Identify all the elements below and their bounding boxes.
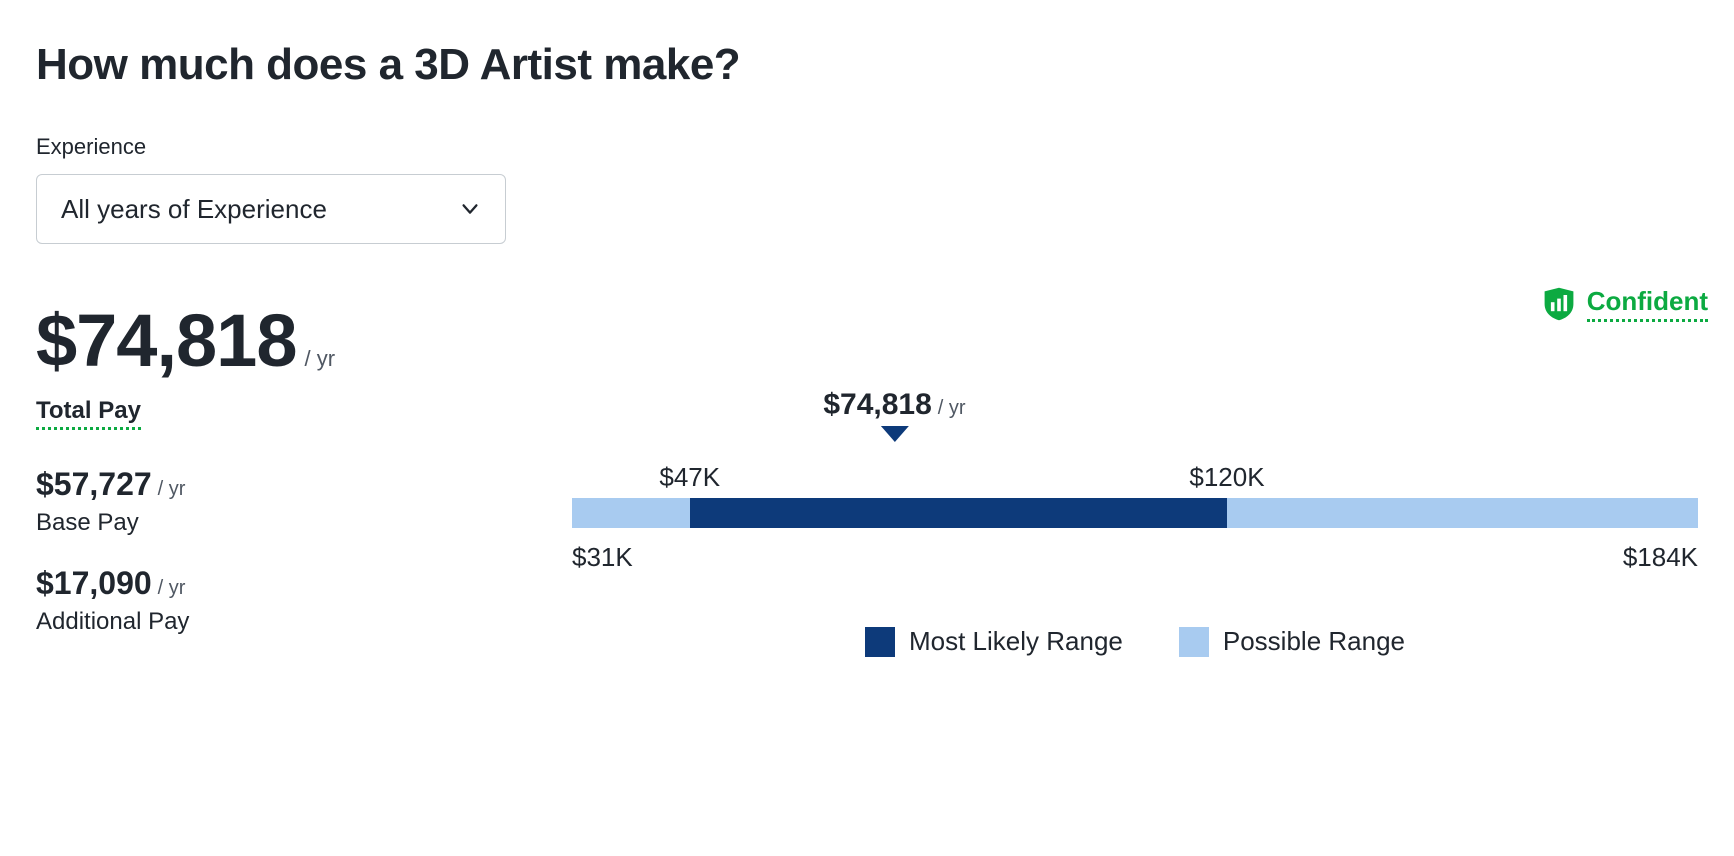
possible-min-label: $31K — [572, 542, 633, 573]
possible-max-label: $184K — [1623, 542, 1698, 573]
additional-pay-per: / yr — [158, 577, 186, 600]
legend-item-possible: Possible Range — [1179, 626, 1405, 657]
range-bar-likely — [690, 498, 1227, 528]
page-title: How much does a 3D Artist make? — [36, 40, 1698, 90]
chart-legend: Most Likely Range Possible Range — [572, 626, 1698, 657]
legend-swatch-likely — [865, 627, 895, 657]
total-pay-per: / yr — [305, 346, 336, 372]
experience-filter-label: Experience — [36, 134, 1698, 160]
chevron-down-icon — [459, 198, 481, 220]
legend-label-likely: Most Likely Range — [909, 626, 1123, 657]
confidence-badge[interactable]: Confident — [1541, 286, 1708, 322]
legend-item-likely: Most Likely Range — [865, 626, 1123, 657]
total-pay-amount: $74,818 — [36, 298, 297, 383]
likely-min-label: $47K — [659, 462, 720, 493]
likely-max-label: $120K — [1189, 462, 1264, 493]
confidence-shield-icon — [1541, 286, 1577, 322]
chart-marker: $74,818 / yr — [823, 388, 965, 442]
base-pay-label: Base Pay — [36, 509, 572, 537]
experience-select-value: All years of Experience — [61, 194, 327, 225]
base-pay-per: / yr — [158, 478, 186, 501]
chart-marker-amount: $74,818 — [823, 388, 931, 422]
chart-marker-per: / yr — [938, 397, 966, 420]
salary-range-chart: $74,818 / yr $47K $120K $31K $184K — [572, 462, 1698, 657]
confidence-label: Confident — [1587, 286, 1708, 322]
total-pay-label[interactable]: Total Pay — [36, 397, 141, 430]
additional-pay-amount: $17,090 — [36, 565, 152, 602]
chart-marker-triangle-icon — [880, 426, 908, 442]
experience-select[interactable]: All years of Experience — [36, 174, 506, 244]
additional-pay-label: Additional Pay — [36, 608, 572, 636]
range-bar-possible — [572, 498, 1698, 528]
legend-swatch-possible — [1179, 627, 1209, 657]
legend-label-possible: Possible Range — [1223, 626, 1405, 657]
base-pay-amount: $57,727 — [36, 466, 152, 503]
